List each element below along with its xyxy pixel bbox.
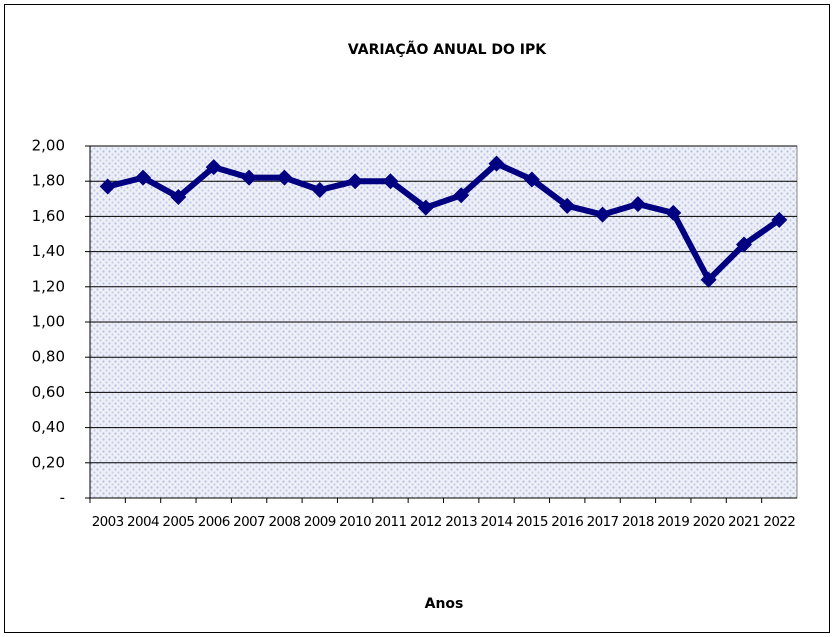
marker xyxy=(99,178,116,195)
marker xyxy=(665,204,682,221)
y-tick-label: 1,60 xyxy=(32,207,65,225)
marker xyxy=(311,182,328,198)
y-tick-label: 1,80 xyxy=(32,172,65,190)
marker xyxy=(276,169,293,186)
x-tick-label: 2022 xyxy=(763,514,795,530)
marker xyxy=(382,173,399,190)
marker xyxy=(347,173,364,190)
y-tick-label: 2,00 xyxy=(32,137,65,155)
chart-title: VARIAÇÃO ANUAL DO IPK xyxy=(348,41,547,58)
x-tick-label: 2018 xyxy=(622,514,654,530)
x-tick-label: 2004 xyxy=(127,514,159,530)
x-tick-label: 2006 xyxy=(198,514,230,530)
x-tick-label: 2015 xyxy=(516,514,548,530)
x-tick-label: 2014 xyxy=(481,514,513,530)
y-tick-label: 0,80 xyxy=(32,348,65,366)
y-tick-label: 1,00 xyxy=(32,313,65,331)
marker xyxy=(700,271,717,288)
marker xyxy=(205,159,222,176)
marker xyxy=(559,197,576,214)
x-tick-label: 2003 xyxy=(92,514,124,530)
marker xyxy=(629,196,646,213)
y-tick-label: - xyxy=(60,489,65,507)
x-tick-label: 2021 xyxy=(728,514,760,530)
y-tick-label: 0,20 xyxy=(32,453,65,471)
marker xyxy=(417,199,434,216)
marker xyxy=(488,155,505,172)
x-tick-label: 2013 xyxy=(445,514,477,530)
x-tick-label: 2008 xyxy=(268,514,300,530)
marker xyxy=(170,189,187,206)
x-tick-label: 2020 xyxy=(693,514,725,530)
x-axis-label: Anos xyxy=(425,596,464,612)
x-tick-label: 2016 xyxy=(551,514,583,530)
y-tick-label: 1,40 xyxy=(32,242,65,260)
x-tick-label: 2005 xyxy=(162,514,194,530)
y-tick-label: 0,60 xyxy=(32,383,65,401)
y-tick-label: 0,40 xyxy=(32,418,65,436)
marker xyxy=(771,211,788,228)
y-tick-label: 1,20 xyxy=(32,277,65,295)
x-tick-label: 2009 xyxy=(304,514,336,530)
marker xyxy=(453,187,470,204)
x-tick-label: 2017 xyxy=(587,514,619,530)
x-tick-label: 2011 xyxy=(374,514,406,530)
marker xyxy=(594,206,611,223)
x-tick-label: 2012 xyxy=(410,514,442,530)
marker xyxy=(241,169,258,186)
x-tick-label: 2019 xyxy=(657,514,689,530)
marker xyxy=(135,169,152,186)
x-tick-label: 2007 xyxy=(233,514,265,530)
x-tick-label: 2010 xyxy=(339,514,371,530)
marker xyxy=(735,236,752,253)
marker xyxy=(523,171,540,188)
